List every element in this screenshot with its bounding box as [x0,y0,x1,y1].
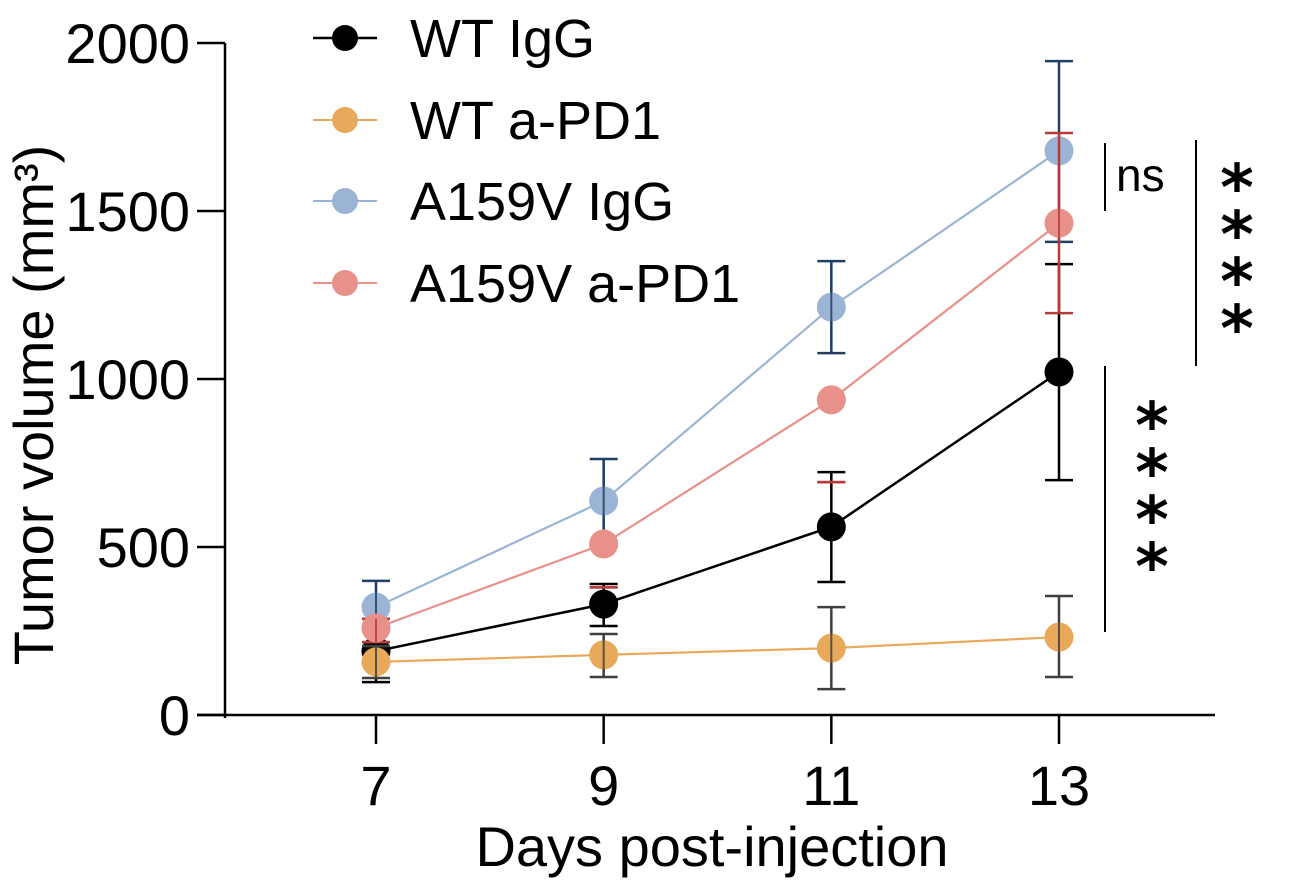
legend-item: WT IgG [313,9,595,69]
legend-marker [332,25,358,51]
series-line [375,149,1060,609]
series-line [375,635,1060,664]
x-tick-label: 13 [1028,754,1090,817]
series-line [375,222,1060,630]
legend-marker [332,107,358,133]
legend-item: WT a-PD1 [313,91,661,151]
series-a159v-a-pd1 [361,131,1074,644]
y-tick-label: 2000 [65,12,190,75]
significance-annotations: ns ******** [1104,140,1254,632]
legend-marker [332,188,358,214]
axes: 0 500 1000 1500 2000 7 9 11 13 [65,12,1215,817]
legend-item: A159V a-PD1 [313,254,740,314]
legend-item: A159V IgG [313,172,674,232]
legend-label: A159V IgG [410,172,674,232]
x-axis-title: Days post-injection [475,815,948,878]
ns-label: ns [1116,149,1165,201]
data-point [816,385,846,415]
y-tick-label: 1500 [65,180,190,243]
series-wt-a-pd1 [361,594,1074,691]
x-tick-label: 7 [360,754,391,817]
legend-label: A159V a-PD1 [410,254,740,314]
significance-star: * [1135,531,1168,605]
y-axis-title: Tumor volume (mm³) [2,145,65,666]
significance-star: * [1220,246,1253,320]
legend-marker [332,270,358,296]
significance-star: * [1135,390,1168,464]
y-tick-label: 1000 [65,348,190,411]
significance-star: * [1135,437,1168,511]
data-point [589,529,619,559]
legend-label: WT a-PD1 [410,91,661,151]
significance-star: * [1135,484,1168,558]
significance-star: * [1220,293,1253,367]
series-line [375,370,1060,653]
significance-star: * [1220,152,1253,226]
significance-star: * [1220,199,1253,273]
y-tick-label: 0 [159,684,190,747]
series-layer [361,59,1074,691]
x-tick-label: 9 [588,754,619,817]
legend: WT IgG WT a-PD1 A159V IgG A159V a-PD1 [313,9,740,314]
x-tick-label: 11 [802,754,860,817]
y-tick-label: 500 [97,516,190,579]
legend-label: WT IgG [410,9,595,69]
